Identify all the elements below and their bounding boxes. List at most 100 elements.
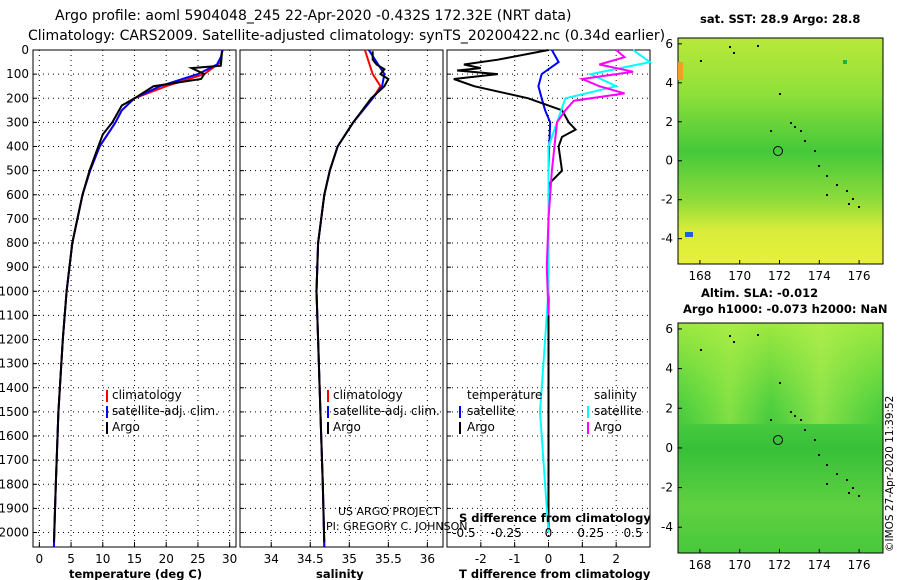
island-dot: [770, 130, 772, 132]
island-dot: [826, 194, 828, 196]
legend-argo: Argo: [333, 420, 361, 434]
island-dot: [729, 335, 731, 337]
map-x-tick-label: 174: [808, 269, 831, 283]
legend-satellite: satellite-adj. clim.: [112, 404, 219, 418]
map-bottom-title1: Altim. SLA: -0.012: [701, 286, 818, 300]
island-dot: [818, 165, 820, 167]
depth-tick-label: 1600: [0, 429, 29, 443]
depth-tick-label: 1500: [0, 405, 29, 419]
map-y-tick-label: 0: [665, 154, 673, 168]
map-x-tick-label: 176: [848, 558, 871, 572]
salinity-legend: climatology satellite-adj. clim. Argo: [327, 388, 440, 434]
s-diff-tick-label: 0.5: [624, 526, 643, 540]
legend-temperature-title: temperature: [467, 388, 542, 402]
islands: [700, 334, 860, 497]
x-tick-label: 20: [159, 552, 174, 566]
island-dot: [779, 93, 781, 95]
s-diff-tick-label: -0.25: [491, 526, 522, 540]
x-tick-label: 2: [612, 552, 620, 566]
island-dot: [804, 140, 806, 142]
timestamp-stamp: ©IMOS 27-Apr-2020 11:39:52: [884, 396, 896, 552]
depth-tick-label: 1100: [0, 308, 29, 322]
island-dot: [729, 46, 731, 48]
legend-s-argo: Argo: [594, 420, 622, 434]
s-diff-tick-label: -0.5: [452, 526, 475, 540]
map-x-tick-label: 174: [808, 558, 831, 572]
legend-t-argo: Argo: [467, 420, 495, 434]
island-dot: [852, 487, 854, 489]
x-tick-label: -1: [509, 552, 521, 566]
map-x-tick-label: 170: [728, 558, 751, 572]
salinity-xlabel: salinity: [316, 567, 364, 580]
series-satellite-adj-clim-: [52, 49, 224, 548]
depth-tick-label: 800: [6, 236, 29, 250]
map-y-tick-label: 0: [665, 441, 673, 455]
map-y-tick-label: 2: [665, 401, 673, 415]
map-y-tick-label: -2: [661, 193, 673, 207]
map-y-tick-label: 6: [665, 322, 673, 336]
island-dot: [836, 473, 838, 475]
island-dot: [814, 439, 816, 441]
temperature-legend: climatology satellite-adj. clim. Argo: [106, 388, 219, 434]
x-tick-label: 15: [127, 552, 142, 566]
title-line1: Argo profile: aoml 5904048_245 22-Apr-20…: [55, 8, 571, 24]
island-dot: [826, 175, 828, 177]
island-dot: [757, 45, 759, 47]
island-dot: [790, 122, 792, 124]
depth-tick-label: 500: [6, 164, 29, 178]
legend-salinity-title: salinity: [594, 388, 637, 402]
depth-tick-label: 1000: [0, 284, 29, 298]
island-dot: [846, 479, 848, 481]
island-dot: [800, 419, 802, 421]
depth-tick-label: 1200: [0, 333, 29, 347]
series-climatology: [52, 49, 223, 548]
island-dot: [826, 464, 828, 466]
credit-line2: PI: GREGORY C. JOHNSON: [326, 520, 467, 533]
depth-tick-label: 1800: [0, 477, 29, 491]
map-y-tick-label: -4: [661, 520, 673, 534]
island-dot: [733, 52, 735, 54]
x-tick-label: 0: [36, 552, 44, 566]
s-diff-tick-label: 0: [545, 526, 553, 540]
salinity-series: [315, 49, 390, 548]
island-dot: [818, 454, 820, 456]
temperature-xlabel: temperature (deg C): [69, 567, 202, 580]
islands: [700, 45, 860, 208]
island-dot: [848, 203, 850, 205]
island-dot: [800, 130, 802, 132]
x-tick-label: -2: [475, 552, 487, 566]
legend-climatology: climatology: [333, 388, 403, 402]
depth-tick-label: 1700: [0, 453, 29, 467]
map-top-title: sat. SST: 28.9 Argo: 28.8: [700, 12, 860, 26]
island-dot: [700, 60, 702, 62]
x-tick-label: 35: [342, 552, 357, 566]
map-x-tick-label: 172: [768, 558, 791, 572]
island-dot: [858, 206, 860, 208]
credit-line1: US ARGO PROJECT: [338, 505, 440, 518]
temperature-panel-frame: [32, 49, 237, 548]
depth-axis: 0 100 200 300 400 500 600 700 800 900 1000 1100 1200…: [0, 43, 29, 540]
island-dot: [804, 429, 806, 431]
map-x-tick-label: 168: [688, 558, 711, 572]
island-dot: [757, 334, 759, 336]
s-diff-tick-label: 0.25: [577, 526, 604, 540]
depth-tick-label: 0: [21, 43, 29, 57]
difference-grid: [447, 49, 650, 547]
depth-tick-label: 100: [6, 67, 29, 81]
island-dot: [794, 126, 796, 128]
depth-tick-label: 1400: [0, 381, 29, 395]
series-s-argo: [545, 49, 634, 316]
map-bottom: [677, 322, 884, 554]
map-x-tick-label: 176: [848, 269, 871, 283]
legend-s-satellite: satellite: [594, 404, 642, 418]
island-dot: [846, 190, 848, 192]
island-dot: [790, 411, 792, 413]
map-x-tick-label: 172: [768, 269, 791, 283]
x-tick-label: 0: [545, 552, 553, 566]
map-y-tick-label: 2: [665, 115, 673, 129]
difference-series: [453, 49, 653, 533]
difference-xlabel: T difference from climatology: [459, 567, 651, 580]
depth-tick-label: 1300: [0, 357, 29, 371]
island-dot: [852, 198, 854, 200]
